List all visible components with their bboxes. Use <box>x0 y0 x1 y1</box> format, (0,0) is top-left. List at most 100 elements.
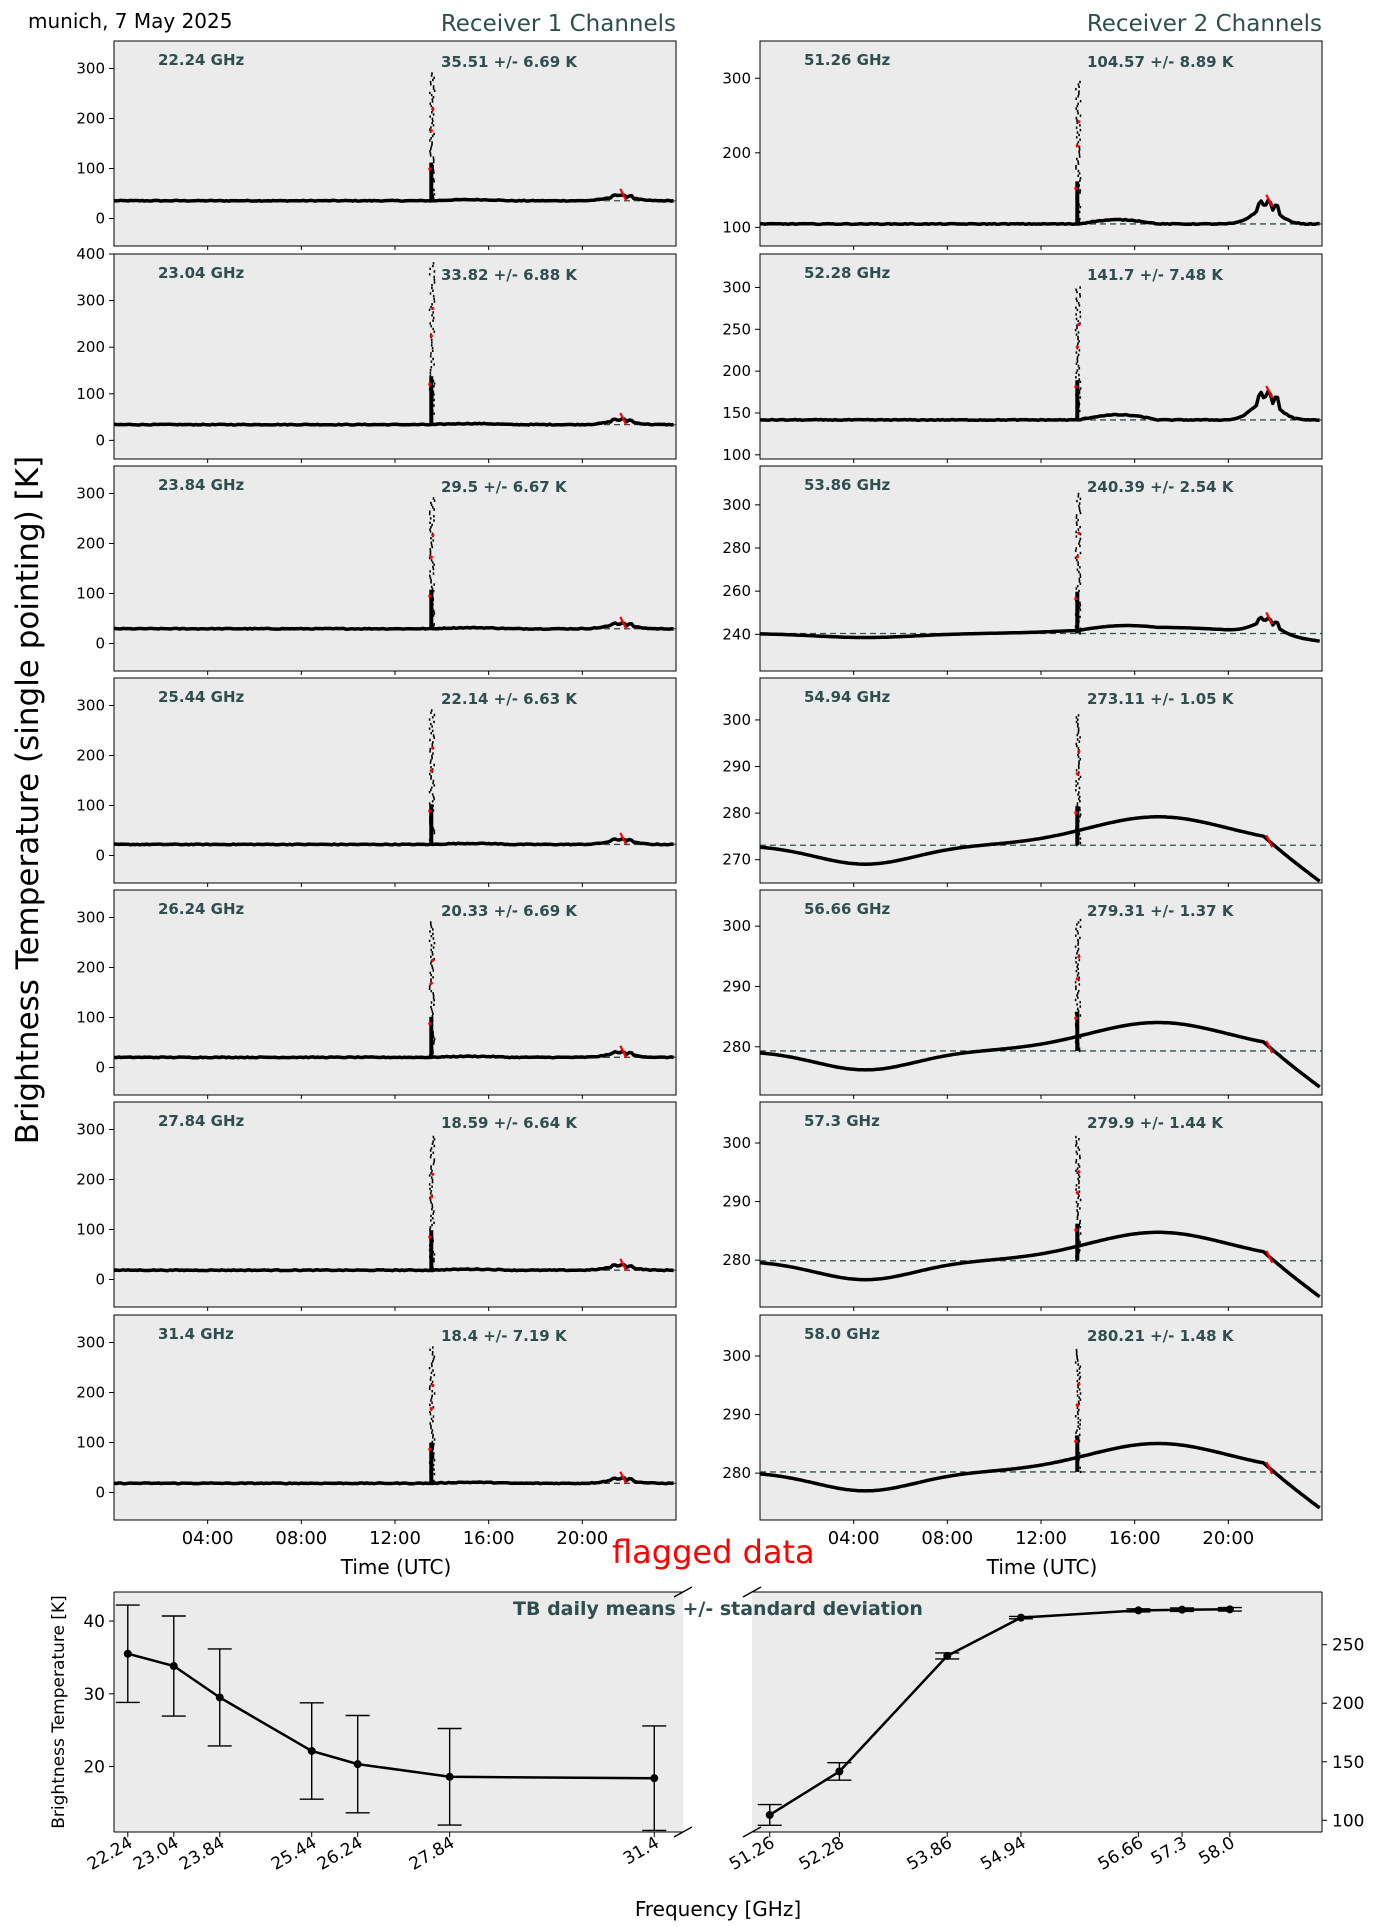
flagged-point <box>429 1407 433 1411</box>
flagged-point <box>429 981 433 985</box>
y-tick-label: 240 <box>722 625 751 643</box>
flagged-segment <box>619 1258 628 1272</box>
flagged-point <box>428 594 432 598</box>
stat-label: 18.59 +/- 6.64 K <box>441 1114 578 1132</box>
y-tick-label: 100 <box>76 1009 105 1027</box>
y-tick-label: 200 <box>722 144 751 162</box>
flagged-point <box>1077 531 1081 535</box>
stat-label: 35.51 +/- 6.69 K <box>441 53 578 71</box>
flagged-point <box>428 1235 432 1239</box>
y-tick-label: 200 <box>76 959 105 977</box>
flagged-point <box>1077 1170 1081 1174</box>
x-axis-label-left: Time (UTC) <box>340 1555 452 1579</box>
y-tick-label: 290 <box>722 1193 751 1211</box>
freq-label: 57.3 GHz <box>804 1112 880 1130</box>
flagged-point <box>1074 1228 1078 1232</box>
mean-marker <box>1225 1605 1234 1614</box>
mean-marker <box>1178 1605 1187 1614</box>
stat-label: 280.21 +/- 1.48 K <box>1087 1327 1235 1345</box>
y-tick-label: 200 <box>76 1171 105 1189</box>
x-tick-label: 20:00 <box>556 1528 608 1549</box>
stat-label: 141.7 +/- 7.48 K <box>1087 266 1224 284</box>
y-tick-label: 150 <box>722 404 751 422</box>
y-tick-label: 300 <box>722 1134 751 1152</box>
mean-marker <box>650 1774 659 1783</box>
flagged-segment <box>1265 611 1274 625</box>
y-tick-label: 100 <box>1332 1811 1364 1831</box>
panel-frame <box>759 465 1323 672</box>
freq-label: 22.24 GHz <box>158 51 245 69</box>
y-tick-label: 300 <box>722 917 751 935</box>
data-trace <box>113 1262 674 1273</box>
stat-label: 20.33 +/- 6.69 K <box>441 902 578 920</box>
y-tick-label: 30 <box>83 1685 105 1705</box>
flagged-point <box>1074 186 1078 191</box>
y-tick-label: 280 <box>722 1038 751 1056</box>
panel-frame <box>113 889 677 1096</box>
y-tick-label: 100 <box>76 1434 105 1452</box>
means-ylabel: Brightness Temperature [K] <box>49 1595 69 1828</box>
y-tick-label: 0 <box>95 431 105 449</box>
flagged-point <box>428 1022 432 1026</box>
panel-1-1: 100 150 200 250 300 52.28 GHz 141.7 +/- 7.48 K <box>722 253 1323 464</box>
freq-label: 54.94 GHz <box>804 688 891 706</box>
flagged-point <box>1075 1403 1079 1407</box>
flagged-point <box>1074 811 1078 815</box>
mean-marker <box>307 1746 316 1755</box>
flagged-point <box>1077 750 1081 754</box>
x-tick-label: 58.0 <box>1196 1833 1239 1869</box>
x-tick-label: 51.26 <box>726 1833 778 1875</box>
x-tick-label: 26.24 <box>314 1833 366 1875</box>
panel-frame <box>113 1101 677 1308</box>
flagged-point <box>1075 1191 1079 1195</box>
flagged-point <box>431 1383 435 1388</box>
panel-0-6: 0 100 200 300 04:00 08:00 12:00 16:00 20:00 31.4 … <box>76 1314 677 1549</box>
flagged-segment <box>619 1045 628 1059</box>
mean-marker <box>215 1693 224 1702</box>
y-tick-label: 100 <box>722 446 751 464</box>
x-tick-label: 08:00 <box>275 1528 327 1549</box>
flagged-segment <box>1265 194 1274 208</box>
y-tick-label: 250 <box>722 320 751 338</box>
panel-1-0: 100 200 300 51.26 GHz 104.57 +/- 8.89 K <box>722 40 1323 250</box>
data-trace <box>113 1049 675 1060</box>
panel-1-5: 280 290 300 57.3 GHz 279.9 +/- 1.44 K <box>722 1101 1323 1311</box>
y-tick-label: 300 <box>76 485 105 503</box>
flagged-point <box>428 382 432 386</box>
y-tick-label: 290 <box>722 758 751 776</box>
means-chart: TB daily means +/- standard deviation Fre… <box>49 1586 1364 1921</box>
y-tick-label: 0 <box>95 210 105 228</box>
freq-label: 25.44 GHz <box>158 688 245 706</box>
panel-frame <box>759 1101 1323 1308</box>
y-tick-label: 400 <box>76 245 105 263</box>
stat-label: 22.14 +/- 6.63 K <box>441 690 578 708</box>
data-trace <box>113 837 674 847</box>
y-tick-label: 0 <box>95 847 105 865</box>
stat-label: 279.9 +/- 1.44 K <box>1087 1114 1224 1132</box>
flagged-point <box>428 809 432 813</box>
panel-0-2: 0 100 200 300 23.84 GHz 29.5 +/- 6.67 K <box>76 465 677 675</box>
y-tick-label: 150 <box>1332 1753 1364 1773</box>
y-tick-label: 20 <box>83 1758 105 1778</box>
data-trace <box>759 1441 1321 1510</box>
panel-0-1: 0 100 200 300 400 23.04 GHz 33.82 +/- 6.88 K <box>76 245 677 463</box>
flagged-segment <box>619 188 628 202</box>
panel-0-3: 0 100 200 300 25.44 GHz 22.14 +/- 6.63 K <box>76 677 677 887</box>
flagged-point <box>431 746 435 750</box>
freq-label: 58.0 GHz <box>804 1325 880 1343</box>
stat-label: 33.82 +/- 6.88 K <box>441 266 578 284</box>
panel-frame <box>759 40 1323 247</box>
freq-label: 23.04 GHz <box>158 264 245 282</box>
mean-marker <box>765 1810 774 1819</box>
y-tick-label: 300 <box>722 1347 751 1365</box>
x-tick-label: 23.84 <box>176 1833 228 1875</box>
y-tick-label: 40 <box>83 1612 105 1632</box>
freq-label: 26.24 GHz <box>158 900 245 918</box>
y-tick-label: 100 <box>76 385 105 403</box>
mean-marker <box>1016 1613 1025 1622</box>
flagged-point <box>1077 955 1081 959</box>
y-tick-label: 200 <box>76 747 105 765</box>
means-title: TB daily means +/- standard deviation <box>513 1598 923 1620</box>
y-tick-label: 250 <box>1332 1636 1364 1656</box>
receiver2-title: Receiver 2 Channels <box>1087 11 1322 37</box>
